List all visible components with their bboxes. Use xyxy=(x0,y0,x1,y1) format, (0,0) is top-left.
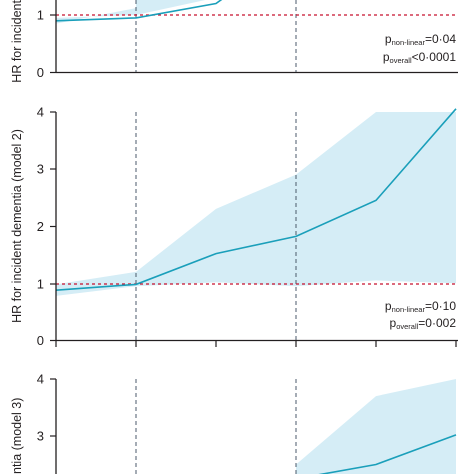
p3-hr-line xyxy=(318,434,457,474)
p2-ytick-label-4: 4 xyxy=(37,105,44,120)
p2-x-tick-marks xyxy=(55,340,457,347)
p1-ytick-label-0: 0 xyxy=(37,65,44,80)
p2-hr-line xyxy=(55,108,457,291)
panel-model-3: 4 3 ntia (model 3) xyxy=(10,372,457,474)
p2-ytick-label-1: 1 xyxy=(37,277,44,292)
p3-ytick-label-4: 4 xyxy=(37,372,44,387)
p2-confidence-band xyxy=(56,112,456,296)
p2-annotation-overall: poverall=0·002 xyxy=(390,316,457,331)
p2-ytick-label-0: 0 xyxy=(37,333,44,348)
p3-ytick-label-3: 3 xyxy=(37,429,44,444)
p1-ytick-label-1: 1 xyxy=(37,8,44,23)
p3-confidence-band xyxy=(296,379,456,474)
p3-y-axis-label: ntia (model 3) xyxy=(10,398,24,474)
p1-annotation-nonlinear: pnon-linear=0·04 xyxy=(385,32,456,47)
panel-model-2: 4 3 2 1 0 HR for incident dementia (mode… xyxy=(10,105,458,348)
p1-annotation-overall: poverall<0·0001 xyxy=(383,50,456,65)
p1-y-axis-label: HR for incident xyxy=(10,0,24,83)
p1-hr-line xyxy=(55,0,223,22)
p2-y-axis-label: HR for incident dementia (model 2) xyxy=(10,129,24,323)
p2-ytick-label-3: 3 xyxy=(37,162,44,177)
p2-annotation-nonlinear: pnon-linear=0·10 xyxy=(385,299,456,314)
p1-confidence-band xyxy=(56,0,206,24)
panel-model-1: 1 0 HR for incident pnon-linear=0·04 pov… xyxy=(10,0,458,83)
p2-ytick-label-2: 2 xyxy=(37,219,44,234)
